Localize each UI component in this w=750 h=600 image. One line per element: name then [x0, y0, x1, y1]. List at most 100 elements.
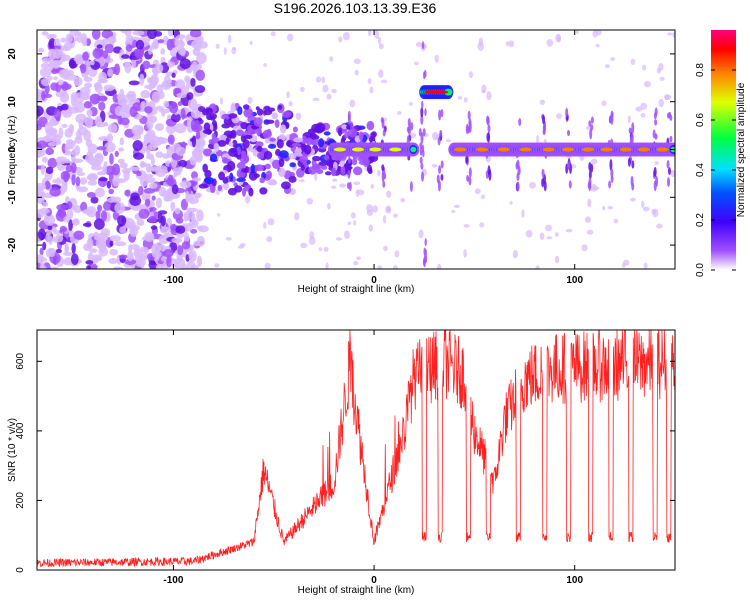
spectrogram-blob [109, 248, 119, 256]
spectrogram-blob [170, 201, 176, 212]
spectrogram-blob [70, 253, 79, 265]
spectrogram-blob [232, 46, 237, 51]
spectrogram-blob [194, 38, 204, 44]
spectrogram-blob [165, 177, 174, 186]
spectrogram-blob [457, 95, 463, 100]
spectrogram-blob [331, 88, 337, 94]
spectrogram-blob [154, 123, 165, 131]
spectrogram-blob [353, 260, 359, 266]
spectrogram-blob [654, 119, 658, 126]
spectrogram-blob [56, 177, 61, 186]
spectrogram-blob [60, 45, 70, 52]
spectrogram-blob [71, 219, 80, 225]
spectrogram-blob [601, 100, 607, 107]
spectrogram-blob [669, 114, 673, 121]
spectrogram-blob [149, 138, 158, 151]
spectrogram-blob [263, 109, 273, 116]
spectrogram-blob [39, 196, 45, 204]
spectrogram-blob [622, 262, 626, 268]
spectrogram-blob [314, 172, 318, 181]
spectrogram-blob [71, 243, 76, 255]
spectrogram-blob [286, 141, 293, 147]
spectrogram-blob [306, 197, 314, 205]
spectrogram-blob [55, 156, 67, 165]
spectrogram-blob [287, 33, 294, 42]
spectrogram-blob [243, 155, 249, 163]
spectrogram-blob [91, 30, 101, 40]
spectrogram-blob [519, 147, 532, 152]
spectrogram-blob [263, 222, 267, 229]
spectrogram-blob [424, 238, 427, 247]
spectrogram-blob [134, 248, 141, 254]
spectrogram-blob [266, 236, 273, 243]
spectrogram-blob [382, 181, 386, 188]
spectrogram-blob [294, 148, 304, 157]
spectrogram-blob [109, 240, 114, 247]
spectrogram-blob [37, 123, 42, 131]
spectrogram-blob [631, 182, 635, 191]
spectrogram-blob [180, 108, 186, 120]
spectrogram-blob [118, 147, 124, 152]
spectrogram-blob [186, 92, 194, 100]
spectrogram-blob [305, 137, 313, 146]
spectrogram-blob [568, 180, 572, 189]
spectrogram-blob [190, 119, 197, 131]
spectrogram-blob [154, 63, 164, 74]
spectrogram-blob [60, 52, 66, 63]
spectrogram-blob [423, 247, 426, 256]
spectrogram-blob [94, 187, 105, 198]
spectrogram-blob [167, 78, 172, 84]
spectrogram-blob [53, 76, 58, 81]
spectrogram-blob [589, 127, 593, 140]
spectrogram-blob [83, 76, 93, 83]
spectrogram-blob [255, 164, 265, 172]
spectrogram-blob [342, 31, 350, 41]
spectrogram-blob [119, 162, 128, 169]
spectrogram-blob [265, 170, 273, 180]
spectrogram-blob [350, 212, 356, 219]
spectrogram-blob [121, 54, 130, 59]
spectrogram-blob [177, 34, 186, 39]
spectrogram-blob [546, 38, 554, 47]
snr-y-tick-label: 200 [15, 492, 26, 509]
spectrogram-blob [602, 205, 606, 211]
spectrogram-image [37, 30, 675, 269]
spectrogram-blob [37, 253, 44, 264]
spectrogram-blob [140, 162, 148, 168]
spectrogram-blob [176, 92, 188, 99]
spectrogram-blob [377, 265, 383, 269]
spectrogram-blob [142, 60, 151, 70]
spectrogram-blob [413, 61, 420, 66]
spectrogram-blob [243, 108, 254, 118]
spectrogram-blob [666, 160, 670, 169]
spectrogram-blob [364, 158, 370, 165]
spectrogram-blob [640, 102, 647, 110]
spectrogram-blob [190, 264, 199, 269]
spectrogram-blob [178, 159, 188, 168]
spectrogram-blob [592, 186, 600, 191]
spectrogram-blob [108, 114, 120, 119]
spectrogram-blob [610, 175, 614, 183]
spectrogram-blob [497, 147, 510, 152]
spectrogram-blob [480, 194, 486, 200]
spectrogram-blob [346, 182, 350, 189]
spectrogram-blob [505, 41, 510, 47]
spectrogram-blob [109, 235, 121, 242]
spectrogram-blob [175, 225, 186, 234]
spectrogram-blob [47, 225, 53, 231]
spectrogram-blob [640, 113, 646, 118]
spectrogram-blob [48, 48, 57, 61]
spectrogram-blob [331, 167, 337, 177]
spectrogram-blob [64, 242, 69, 255]
spectrogram-blob [542, 124, 546, 134]
spectrogram-blob [600, 147, 613, 152]
spectrogram-y-tick-label: 0 [7, 146, 18, 152]
spectrogram-blob [631, 160, 635, 169]
spectrogram-blob [338, 36, 343, 43]
spectrogram-blob [407, 117, 411, 128]
spectrogram-blob [237, 106, 243, 116]
spectrogram-blob [73, 230, 85, 240]
spectrogram-blob [39, 67, 52, 78]
spectrogram-blob [313, 138, 320, 146]
spectrogram-blob [468, 176, 472, 186]
